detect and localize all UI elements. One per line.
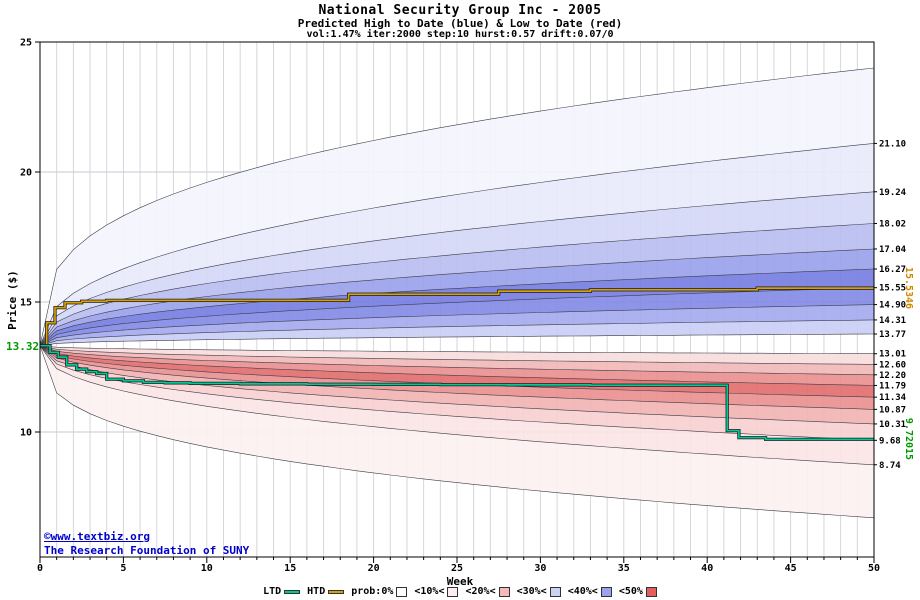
band-edge-label: 11.34 (879, 393, 907, 403)
legend-item: <20%< (465, 586, 510, 597)
legend-item: <30%< (517, 586, 561, 597)
band-edge-label: 9.68 (879, 436, 901, 446)
copyright-link[interactable]: ©www.textbiz.org (44, 530, 150, 543)
legend-item: HTD (307, 586, 345, 597)
band-edge-label: 12.20 (879, 371, 906, 381)
band-edge-label: 17.04 (879, 245, 907, 255)
legend-item: <50% (619, 586, 657, 597)
band-edge-label: 10.87 (879, 405, 906, 415)
legend: LTD HTD prob:0% <10%< <20%< <30%< <40%< <50% (0, 586, 920, 597)
x-tick-label: 0 (37, 563, 43, 574)
y-tick-label: 15 (20, 298, 32, 309)
x-tick-label: 25 (451, 563, 463, 574)
start-price-label: 13.32 (6, 340, 40, 353)
legend-label: <10%< (414, 586, 445, 597)
ltd-current-value-label: 9.72015 (903, 417, 914, 461)
band-edge-label: 10.31 (879, 420, 906, 430)
band-edge-label: 15.55 (879, 284, 906, 294)
y-tick-label: 20 (20, 168, 32, 179)
legend-label: <40%< (567, 586, 598, 597)
chart-title: National Security Group Inc - 2005 (318, 3, 602, 18)
chart-subtitle: Predicted High to Date (blue) & Low to D… (297, 17, 623, 30)
legend-label: <20%< (465, 586, 496, 597)
band-edge-label: 12.60 (879, 360, 906, 370)
x-tick-label: 15 (284, 563, 296, 574)
legend-label: HTD (307, 586, 326, 597)
legend-box-swatch (498, 586, 510, 597)
x-tick-label: 20 (368, 563, 380, 574)
legend-item: LTD (263, 586, 301, 597)
y-axis-label: Price ($) (6, 270, 19, 330)
x-tick-label: 5 (120, 563, 126, 574)
band-edge-label: 13.01 (879, 350, 906, 360)
legend-box-swatch (600, 586, 612, 597)
legend-item: <10%< (414, 586, 459, 597)
x-axis-label: Week (446, 575, 474, 588)
legend-label: prob:0% (351, 586, 394, 597)
contour-lines (39, 67, 875, 519)
legend-line-swatch (328, 589, 345, 594)
axes: 0 5 10 15 20 25 30 35 40 45 50 10 15 20 25 13.77 14.31 14… (20, 38, 907, 575)
htd-current-value-label: 15.5346 (903, 266, 914, 310)
x-tick-label: 35 (618, 563, 630, 574)
legend-box-swatch (447, 586, 459, 597)
htd-line (40, 287, 874, 347)
band-edge-label: 14.90 (879, 301, 906, 311)
band-edge-label: 19.24 (879, 188, 907, 198)
band-edge-label: 14.31 (879, 316, 906, 326)
legend-label: <50% (618, 586, 643, 597)
y-tick-label: 10 (20, 428, 32, 439)
band-edge-label: 18.02 (879, 219, 906, 229)
legend-item: <40%< (568, 586, 612, 597)
ltd-line (40, 344, 874, 441)
foundation-label: The Research Foundation of SUNY (44, 544, 250, 557)
x-tick-label: 50 (868, 563, 880, 574)
legend-line-swatch (284, 589, 301, 594)
band-edge-label: 11.79 (879, 381, 906, 391)
legend-label: <30%< (516, 586, 547, 597)
band-edge-label: 21.10 (879, 139, 906, 149)
band-edge-label: 8.74 (879, 461, 901, 471)
x-tick-label: 40 (701, 563, 713, 574)
legend-box-swatch (549, 586, 561, 597)
x-tick-label: 45 (785, 563, 797, 574)
legend-label: LTD (263, 586, 282, 597)
x-tick-label: 30 (534, 563, 546, 574)
chart-parameters: vol:1.47% iter:2000 step:10 hurst:0.57 d… (306, 29, 614, 40)
legend-item: prob:0% (351, 586, 408, 597)
band-edge-label: 16.27 (879, 265, 906, 275)
y-tick-label: 25 (20, 38, 32, 49)
fan-chart: 0 5 10 15 20 25 30 35 40 45 50 10 15 20 25 13.77 14.31 14… (20, 38, 907, 575)
legend-box-swatch (396, 586, 408, 597)
band-edge-label: 13.77 (879, 330, 906, 340)
legend-box-swatch (645, 586, 657, 597)
x-tick-label: 10 (201, 563, 213, 574)
